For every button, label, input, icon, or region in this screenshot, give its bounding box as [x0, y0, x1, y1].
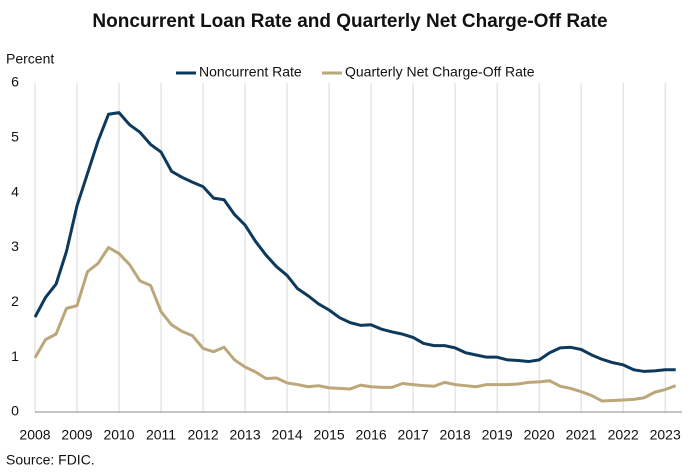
chart-title: Noncurrent Loan Rate and Quarterly Net C…	[92, 11, 607, 32]
y-tick-label: 1	[11, 348, 19, 364]
x-tick-label: 2021	[566, 427, 597, 443]
y-tick-label: 4	[11, 183, 19, 199]
x-tick-label: 2022	[608, 427, 639, 443]
y-tick-label: 3	[11, 238, 19, 254]
x-tick-label: 2018	[440, 427, 471, 443]
source-note: Source: FDIC.	[6, 452, 95, 468]
y-tick-label: 2	[11, 293, 19, 309]
legend-label: Noncurrent Rate	[199, 64, 302, 80]
x-tick-label: 2009	[61, 427, 92, 443]
x-tick-label: 2014	[271, 427, 302, 443]
x-tick-label: 2015	[314, 427, 345, 443]
y-tick-label: 6	[11, 74, 19, 90]
x-tick-label: 2019	[482, 427, 513, 443]
data-line	[33, 111, 676, 373]
x-tick-label: 2013	[229, 427, 260, 443]
x-tick-label: 2023	[650, 427, 681, 443]
x-tick-label: 2008	[19, 427, 50, 443]
x-tick-label: 2016	[356, 427, 387, 443]
x-tick-label: 2010	[103, 427, 134, 443]
legend-label: Quarterly Net Charge-Off Rate	[345, 64, 535, 80]
x-tick-label: 2020	[524, 427, 555, 443]
y-axis-label: Percent	[6, 51, 54, 67]
x-tick-label: 2011	[146, 427, 176, 443]
y-tick-label: 5	[11, 129, 19, 145]
y-tick-label: 0	[11, 403, 19, 419]
x-tick-label: 2012	[187, 427, 218, 443]
data-line	[33, 246, 677, 403]
x-tick-label: 2017	[398, 427, 429, 443]
